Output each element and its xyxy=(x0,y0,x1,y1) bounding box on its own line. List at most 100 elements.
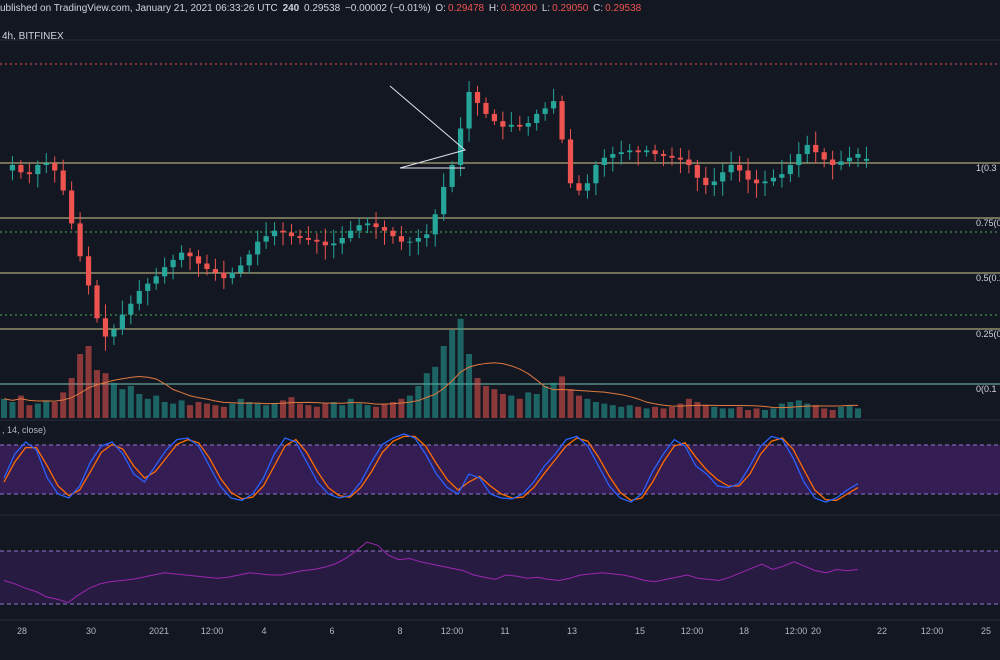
volume-bar xyxy=(795,400,802,418)
volume-bar xyxy=(406,395,413,418)
volume-bar xyxy=(339,405,346,418)
candle-body xyxy=(415,238,421,242)
volume-bar xyxy=(719,408,726,418)
volume-bar xyxy=(432,366,439,418)
fib-level-label: 1(0.3 xyxy=(976,163,997,173)
volume-bar xyxy=(347,398,354,418)
stoch-rsi-label: , 14, close) xyxy=(2,425,47,435)
candle-body xyxy=(855,154,861,158)
volume-bar xyxy=(711,406,718,418)
x-axis-tick-label: 15 xyxy=(635,626,645,636)
candle-body xyxy=(753,179,760,184)
candle-body xyxy=(686,159,692,165)
high-label: H: xyxy=(488,3,499,14)
candle-body xyxy=(153,276,159,284)
candle-body xyxy=(128,303,134,315)
candle-body xyxy=(610,154,616,158)
candle-body xyxy=(102,318,109,337)
volume-bar xyxy=(212,405,219,418)
candle-body xyxy=(187,252,193,257)
candle-body xyxy=(390,230,396,237)
candle-body xyxy=(483,102,489,114)
candle-body xyxy=(221,272,227,279)
candle-body xyxy=(559,101,565,140)
candle-body xyxy=(846,157,853,162)
candle-body xyxy=(551,101,557,109)
candle-body xyxy=(280,230,286,233)
volume-bar xyxy=(195,402,202,418)
candle-body xyxy=(508,124,514,127)
candle-body xyxy=(229,272,235,279)
fib-level-label: 0.25(0.1 xyxy=(976,329,1000,339)
candle-body xyxy=(813,144,819,153)
volume-bar xyxy=(635,406,642,418)
low-value: 0.29050 xyxy=(552,3,589,14)
candle-body xyxy=(331,243,337,246)
candle-body xyxy=(238,265,244,273)
volume-bar xyxy=(702,405,709,418)
volume-bar xyxy=(516,398,523,418)
volume-bar xyxy=(94,370,101,418)
stoch-k-line xyxy=(3,433,859,503)
x-axis-tick-label: 4 xyxy=(261,626,266,636)
volume-bar xyxy=(170,403,177,418)
volume-bar xyxy=(364,405,371,418)
candle-body xyxy=(119,314,125,330)
candle-body xyxy=(9,165,16,171)
volume-bar xyxy=(263,405,270,418)
candle-body xyxy=(500,121,506,127)
volume-bar xyxy=(618,406,625,418)
volume-bar xyxy=(1,398,7,418)
volume-bar xyxy=(592,402,599,418)
volume-bar xyxy=(77,354,84,418)
candle-body xyxy=(584,183,591,191)
candle-body xyxy=(26,172,32,175)
candle-body xyxy=(593,165,599,184)
candle-body xyxy=(60,170,66,191)
volume-bar xyxy=(550,382,557,418)
candle-body xyxy=(652,150,658,155)
candle-body xyxy=(830,159,836,165)
volume-bar xyxy=(736,406,743,418)
x-axis-tick-label: 30 xyxy=(86,626,96,636)
volume-bar xyxy=(415,386,422,418)
x-axis-tick-label: 13 xyxy=(567,626,577,636)
volume-bar xyxy=(102,373,109,418)
candle-body xyxy=(356,225,362,231)
x-axis-tick-label: 12:00 xyxy=(921,626,944,636)
volume-bar xyxy=(440,346,447,418)
volume-bar xyxy=(643,408,650,418)
x-axis-tick-label: 12:00 xyxy=(441,626,464,636)
price-change: −0.00002 (−0.01%) xyxy=(344,3,431,14)
candle-body xyxy=(322,241,328,246)
candle-body xyxy=(297,236,303,238)
volume-bar xyxy=(229,403,236,418)
volume-bar xyxy=(787,402,794,418)
candle-body xyxy=(491,113,498,122)
volume-bar xyxy=(778,403,785,418)
interval-exchange: 4h, BITFINEX xyxy=(2,31,64,42)
candle-body xyxy=(145,283,151,291)
volume-bar xyxy=(567,389,574,418)
volume-bar xyxy=(220,406,227,418)
close-label: C: xyxy=(593,3,604,14)
candle-body xyxy=(195,256,202,264)
volume-bar xyxy=(322,403,329,418)
x-axis-tick-label: 8 xyxy=(397,626,402,636)
low-label: L: xyxy=(541,3,551,14)
volume-bar xyxy=(609,405,616,418)
volume-bar xyxy=(280,400,287,418)
candle-body xyxy=(466,92,472,129)
volume-bar xyxy=(533,394,540,418)
volume-bar xyxy=(491,389,498,418)
volume-bar xyxy=(288,397,295,418)
volume-bar xyxy=(237,398,244,418)
candle-body xyxy=(863,158,870,161)
candle-body xyxy=(644,150,650,153)
volume-bar xyxy=(466,354,473,418)
last-price: 0.29538 xyxy=(304,3,341,14)
candle-body xyxy=(305,238,311,240)
candle-body xyxy=(770,177,777,182)
candle-body xyxy=(381,227,388,231)
